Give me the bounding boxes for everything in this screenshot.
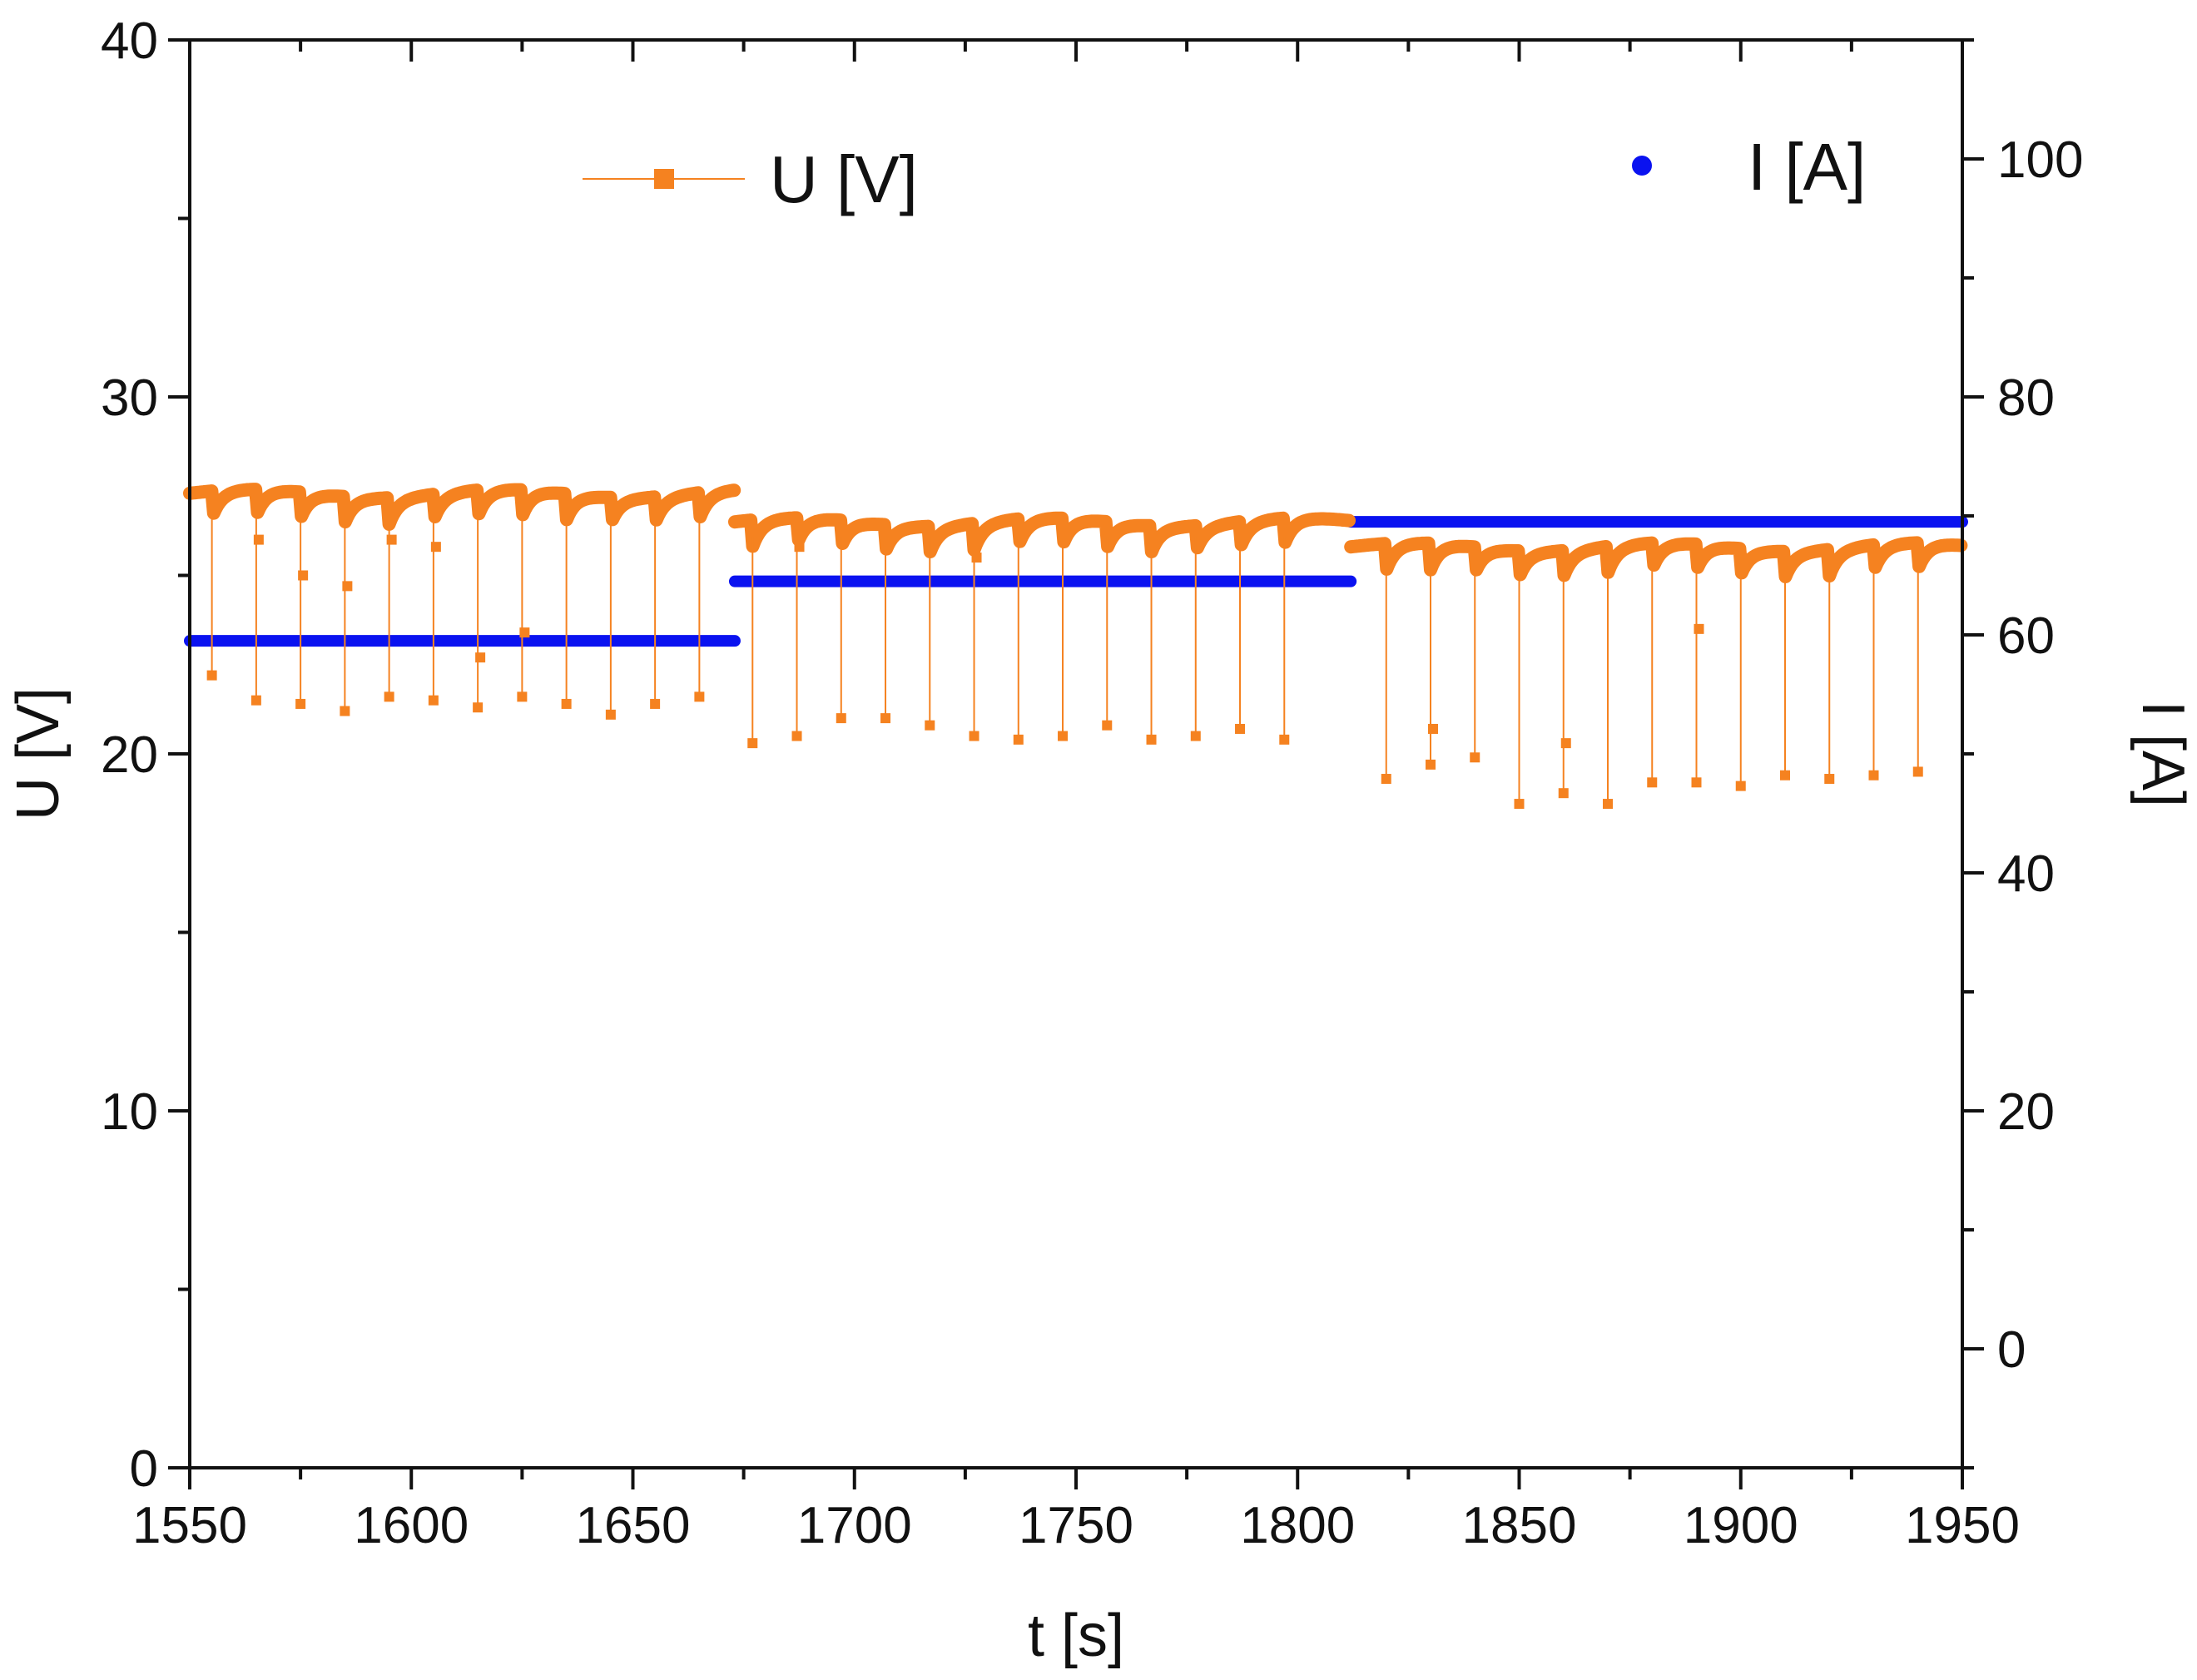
voltage-minimum-marker <box>747 738 758 749</box>
voltage-recovery-marker <box>386 534 397 545</box>
voltage-minimum-marker <box>1235 723 1246 734</box>
voltage-minimum-marker <box>206 670 217 681</box>
voltage-recovery-marker <box>1428 723 1438 734</box>
voltage-minimum-marker <box>650 698 661 709</box>
voltage-minimum-marker <box>340 706 350 716</box>
voltage-minimum-marker <box>1824 774 1835 785</box>
x-axis-title: t [s] <box>1028 1603 1124 1669</box>
right-tick-label: 40 <box>1997 845 2055 903</box>
legend-i-marker <box>1632 156 1652 176</box>
axis-ticks <box>168 38 1984 1489</box>
right-y-axis-title: I [A] <box>2130 701 2196 807</box>
current-series-group <box>184 516 1968 647</box>
voltage-plateau-curve <box>1344 536 1968 583</box>
voltage-minimum-marker <box>1381 774 1391 785</box>
axis-tick-labels: 1550 1600 1650 1700 1750 1800 1850 1900 1950 0 10 2… <box>101 12 2083 1554</box>
voltage-minimum-marker <box>1647 777 1658 788</box>
voltage-minimum-marker <box>473 702 484 713</box>
voltage-recovery-marker <box>253 534 264 545</box>
x-tick-label: 1700 <box>797 1497 912 1554</box>
voltage-minimum-marker <box>428 695 439 706</box>
voltage-minimum-marker <box>791 731 802 741</box>
voltage-minimum-marker <box>1102 720 1113 731</box>
left-tick-label: 0 <box>130 1440 158 1498</box>
voltage-minimum-marker <box>1868 770 1879 781</box>
voltage-minimum-marker <box>1603 799 1613 810</box>
x-tick-label: 1900 <box>1684 1497 1798 1554</box>
legend-u-label: U [V] <box>770 142 918 216</box>
voltage-minimum-marker <box>969 731 979 741</box>
voltage-recovery-marker <box>1694 623 1704 634</box>
left-tick-label: 30 <box>101 369 158 427</box>
voltage-recovery-marker <box>971 553 982 563</box>
voltage-recovery-marker <box>430 542 441 553</box>
x-tick-label: 1550 <box>132 1497 247 1554</box>
voltage-minimum-marker <box>1426 759 1436 770</box>
voltage-minimum-marker <box>925 720 935 731</box>
legend-i-label: I [A] <box>1748 130 1866 204</box>
voltage-minimum-marker <box>1780 770 1790 781</box>
voltage-minimum-marker <box>1190 731 1201 741</box>
x-tick-label: 1650 <box>576 1497 691 1554</box>
voltage-minimum-marker <box>836 713 846 724</box>
voltage-plateau-curve <box>728 511 1356 558</box>
right-tick-label: 20 <box>1997 1083 2055 1141</box>
x-tick-label: 1850 <box>1462 1497 1577 1554</box>
voltage-minimum-marker <box>250 695 261 706</box>
right-tick-label: 80 <box>1997 369 2055 427</box>
voltage-recovery-marker <box>519 627 530 638</box>
x-tick-label: 1950 <box>1905 1497 2020 1554</box>
voltage-recovery-marker <box>298 570 309 581</box>
voltage-minimum-marker <box>1279 734 1290 745</box>
right-tick-label: 0 <box>1997 1321 2026 1379</box>
voltage-recovery-marker <box>342 581 353 592</box>
voltage-minimum-marker <box>384 691 394 702</box>
voltage-recovery-marker <box>475 652 486 663</box>
voltage-minimum-marker <box>1735 781 1746 791</box>
voltage-minimum-marker <box>561 698 572 709</box>
voltage-minimum-marker <box>1691 777 1702 788</box>
voltage-minimum-marker <box>880 713 891 724</box>
voltage-minimum-marker <box>1558 788 1569 799</box>
x-tick-label: 1600 <box>354 1497 469 1554</box>
x-tick-label: 1750 <box>1019 1497 1133 1554</box>
voltage-minimum-marker <box>1514 799 1525 810</box>
voltage-minimum-marker <box>1912 766 1923 777</box>
voltage-minimum-marker <box>517 691 528 702</box>
voltage-minimum-marker <box>1470 752 1480 763</box>
left-tick-label: 20 <box>101 726 158 784</box>
voltage-minimum-marker <box>605 709 616 720</box>
right-tick-label: 60 <box>1997 607 2055 665</box>
voltage-recovery-marker <box>1560 738 1571 749</box>
voltage-minimum-marker <box>1146 734 1157 745</box>
voltage-minimum-marker <box>1058 731 1069 741</box>
legend-u-marker <box>654 169 674 189</box>
voltage-minimum-marker <box>295 698 306 709</box>
voltage-series-group <box>183 483 1968 810</box>
left-y-axis-title: U [V] <box>5 687 72 820</box>
legend: U [V] I [A] <box>583 130 1866 216</box>
right-tick-label: 100 <box>1997 131 2083 189</box>
voltage-recovery-marker <box>794 542 805 553</box>
left-tick-label: 10 <box>101 1083 158 1141</box>
voltage-minimum-marker <box>1013 734 1024 745</box>
left-tick-label: 40 <box>101 12 158 70</box>
x-tick-label: 1800 <box>1240 1497 1355 1554</box>
voltage-plateau-curve <box>183 483 741 531</box>
voltage-minimum-marker <box>694 691 705 702</box>
